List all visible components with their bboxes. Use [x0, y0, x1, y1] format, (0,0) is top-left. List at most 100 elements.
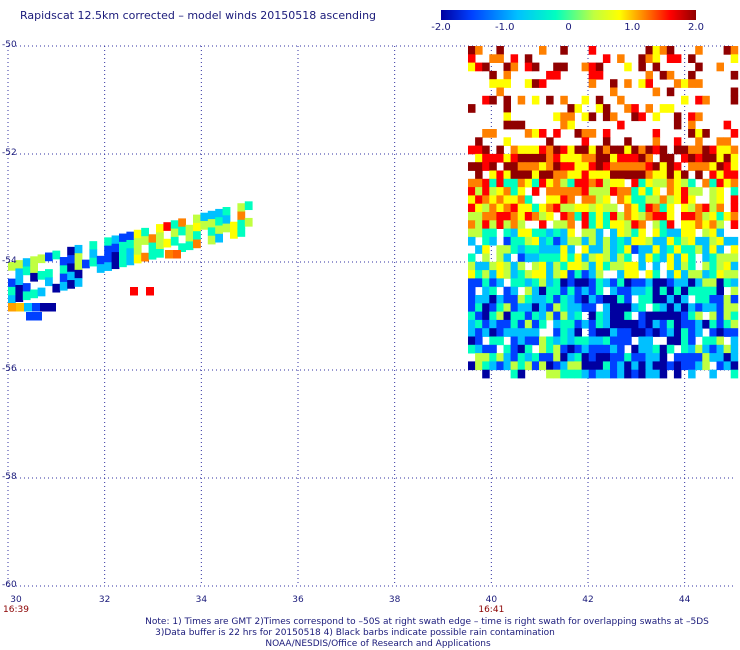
wind-cell — [517, 361, 526, 371]
wind-cell — [468, 62, 476, 72]
wind-cell — [475, 162, 483, 171]
wind-cell — [595, 278, 604, 288]
wind-cell — [539, 319, 547, 329]
wind-cell — [581, 270, 590, 279]
y-tick-label: -56 — [2, 364, 17, 374]
wind-cell — [524, 178, 533, 188]
wind-cell — [702, 286, 710, 296]
wind-cell — [588, 162, 597, 171]
wind-cell — [503, 261, 511, 271]
wind-cell — [617, 369, 625, 379]
wind-cell — [652, 137, 661, 146]
wind-cell — [510, 311, 519, 321]
wind-cell — [588, 195, 597, 205]
wind-cell — [546, 236, 554, 246]
wind-cell — [567, 104, 575, 113]
wind-cell — [45, 269, 53, 278]
wind-cell — [723, 46, 732, 55]
wind-cell — [595, 178, 604, 188]
wind-cell — [468, 178, 476, 188]
wind-cell — [503, 328, 511, 337]
wind-cell — [163, 238, 172, 248]
wind-cell — [560, 228, 568, 238]
wind-cell — [574, 170, 582, 180]
wind-cell — [546, 303, 554, 312]
wind-cell — [475, 153, 483, 163]
wind-cell — [503, 95, 511, 105]
wind-cell — [681, 145, 689, 155]
wind-cell — [546, 361, 554, 371]
wind-cell — [610, 170, 618, 180]
wind-cell — [695, 245, 703, 254]
wind-cell — [546, 295, 554, 304]
wind-cell — [553, 311, 561, 321]
wind-cell — [716, 203, 724, 213]
wind-cell — [496, 328, 504, 337]
wind-cell — [617, 187, 625, 196]
wind-cell — [546, 261, 554, 271]
wind-cell — [723, 270, 732, 279]
wind-cell — [524, 228, 533, 238]
wind-cell — [610, 153, 618, 163]
wind-cell — [652, 353, 661, 362]
wind-cell — [652, 62, 661, 72]
wind-cell — [482, 178, 490, 188]
wind-cell — [546, 344, 554, 354]
wind-cell — [645, 253, 653, 263]
wind-cell — [503, 295, 511, 304]
wind-cell — [215, 233, 223, 243]
wind-cell — [539, 295, 547, 304]
wind-cell — [652, 145, 661, 155]
wind-cell — [574, 278, 582, 288]
wind-cell — [638, 162, 646, 171]
wind-cell — [531, 245, 540, 254]
wind-cell — [489, 79, 497, 88]
wind-cell — [681, 253, 689, 263]
wind-cell — [524, 153, 533, 163]
wind-cell — [716, 170, 724, 180]
wind-cell — [688, 286, 696, 296]
wind-cell — [695, 236, 703, 246]
wind-cell — [531, 261, 540, 271]
wind-cell — [709, 311, 717, 321]
wind-cell — [688, 236, 696, 246]
wind-cell — [588, 203, 597, 213]
wind-cell — [74, 278, 83, 287]
wind-cell — [638, 369, 646, 379]
wind-cell — [517, 178, 526, 188]
note-line-3: NOAA/NESDIS/Office of Research and Appli… — [265, 639, 491, 649]
wind-cell — [638, 328, 646, 337]
wind-cell — [539, 228, 547, 238]
wind-cell — [624, 336, 632, 346]
wind-cell — [638, 295, 646, 304]
wind-cell — [489, 270, 497, 279]
wind-cell — [193, 222, 201, 232]
wind-cell — [111, 252, 120, 261]
wind-cell — [688, 195, 696, 205]
wind-cell — [553, 344, 561, 354]
wind-cell — [468, 46, 476, 55]
wind-cell — [681, 187, 689, 196]
wind-cell — [610, 369, 618, 379]
wind-cell — [531, 178, 540, 188]
wind-cell — [638, 303, 646, 312]
wind-cell — [510, 54, 519, 63]
wind-cell — [602, 353, 611, 362]
wind-cell — [673, 245, 682, 254]
wind-cell — [517, 278, 526, 288]
wind-cell — [645, 195, 653, 205]
wind-cell — [574, 319, 582, 329]
wind-cell — [688, 353, 696, 362]
wind-cell — [588, 236, 597, 246]
x-tick-label: 42 — [582, 595, 594, 605]
wind-cell — [475, 344, 483, 354]
wind-cell — [617, 353, 625, 362]
wind-cell — [638, 336, 646, 346]
wind-cell — [681, 278, 689, 288]
wind-cell — [688, 162, 696, 171]
wind-cell — [517, 344, 526, 354]
wind-cell — [510, 120, 519, 130]
wind-cell — [716, 187, 724, 196]
wind-cell — [723, 361, 732, 371]
wind-cell — [496, 203, 504, 213]
